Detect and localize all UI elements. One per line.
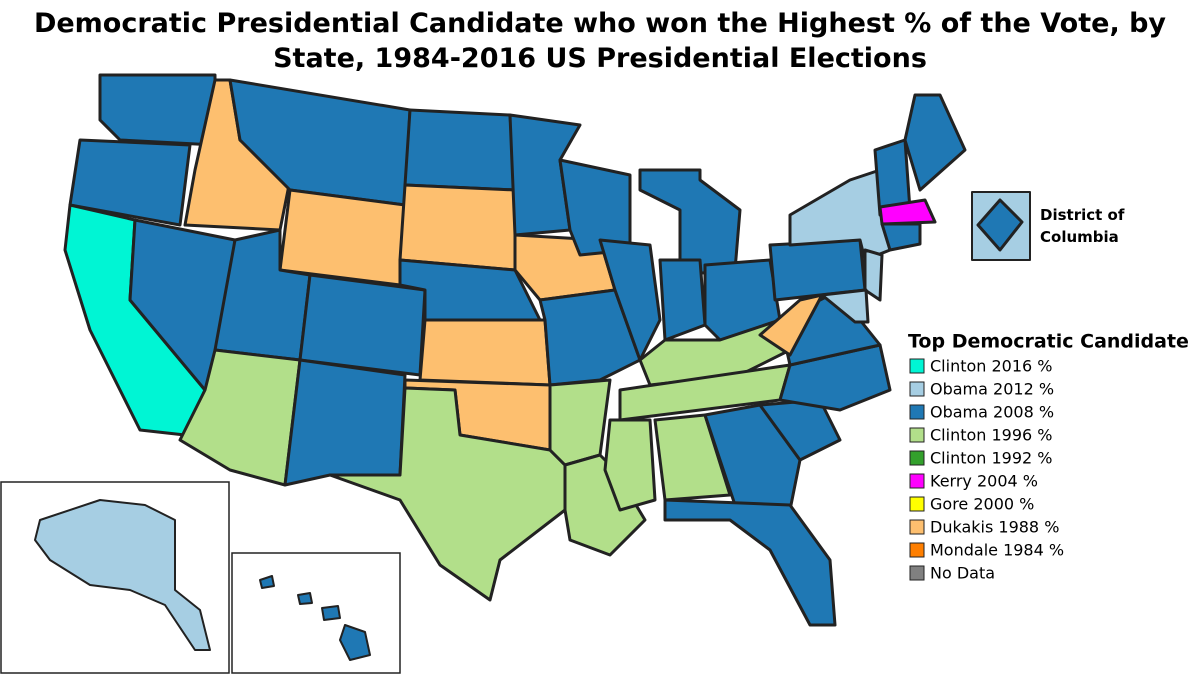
state bbox=[758, 293, 824, 357]
legend-swatch bbox=[909, 496, 925, 512]
state bbox=[548, 378, 612, 467]
state bbox=[820, 288, 870, 324]
inset-label: Columbia bbox=[1040, 228, 1119, 246]
legend-label: Clinton 1992 % bbox=[930, 449, 1053, 468]
legend-label: No Data bbox=[930, 564, 995, 583]
state bbox=[403, 108, 517, 192]
inset-states bbox=[34, 499, 371, 661]
legend-label: Obama 2008 % bbox=[930, 403, 1054, 422]
map-title: State, 1984-2016 US Presidential Electio… bbox=[273, 43, 927, 74]
state bbox=[976, 198, 1024, 252]
state bbox=[283, 358, 407, 487]
legend-swatch bbox=[909, 519, 925, 535]
state bbox=[298, 273, 427, 377]
legend-swatch bbox=[909, 404, 925, 420]
state bbox=[903, 93, 967, 192]
legend-swatch bbox=[909, 450, 925, 466]
state bbox=[278, 188, 407, 287]
legend-label: Clinton 1996 % bbox=[930, 426, 1053, 445]
legend: Clinton 2016 % Obama 2012 % Obama 2008 % Cl… bbox=[909, 357, 1064, 583]
legend-label: Kerry 2004 % bbox=[930, 472, 1038, 491]
state bbox=[598, 238, 662, 362]
state bbox=[259, 575, 275, 589]
legend-label: Clinton 2016 % bbox=[930, 357, 1053, 376]
state bbox=[563, 453, 647, 557]
state bbox=[658, 258, 707, 342]
legend-swatch bbox=[909, 358, 925, 374]
inset-label: District of bbox=[1040, 206, 1125, 224]
legend-label: Obama 2012 % bbox=[930, 380, 1054, 399]
state bbox=[863, 248, 884, 302]
legend-label: Gore 2000 % bbox=[930, 495, 1034, 514]
state bbox=[603, 418, 657, 512]
state bbox=[418, 318, 552, 387]
state bbox=[297, 592, 313, 605]
states bbox=[63, 73, 1031, 627]
legend-swatch bbox=[909, 473, 925, 489]
state bbox=[321, 605, 341, 621]
state bbox=[880, 222, 922, 252]
state bbox=[339, 624, 371, 661]
legend-swatch bbox=[909, 542, 925, 558]
legend-swatch bbox=[909, 381, 925, 397]
alaska-inset bbox=[0, 481, 230, 674]
state bbox=[878, 198, 937, 226]
legend-label: Dukakis 1988 % bbox=[930, 518, 1059, 537]
state bbox=[663, 498, 837, 627]
legend-label: Mondale 1984 % bbox=[930, 541, 1064, 560]
legend-title: Top Democratic Candidate bbox=[908, 331, 1189, 353]
hawaii-inset bbox=[231, 552, 401, 674]
legend-swatch bbox=[909, 427, 925, 443]
legend-swatch bbox=[909, 565, 925, 581]
state bbox=[703, 403, 802, 512]
state bbox=[398, 183, 517, 272]
state bbox=[98, 73, 217, 147]
state bbox=[68, 138, 192, 227]
state bbox=[34, 499, 211, 651]
map-title: Democratic Presidential Candidate who wo… bbox=[34, 8, 1166, 39]
state bbox=[328, 386, 572, 602]
